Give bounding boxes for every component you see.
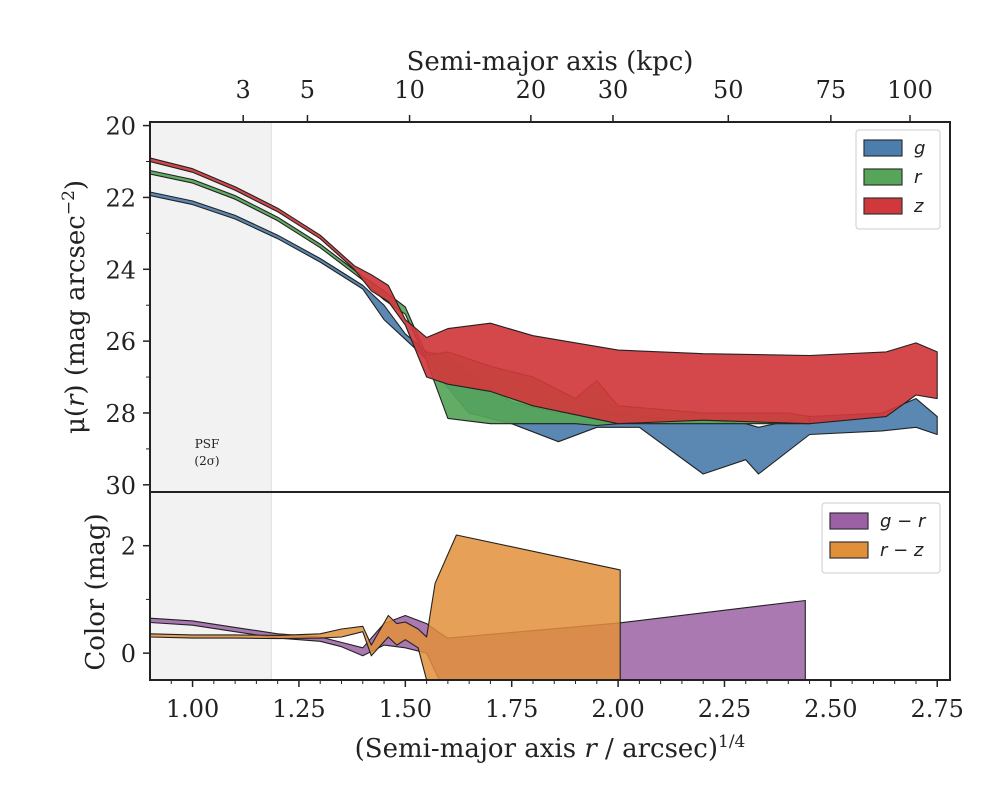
legend-label: r bbox=[914, 167, 923, 188]
top-axis-tick-label: 75 bbox=[816, 76, 847, 104]
legend-swatch bbox=[863, 139, 903, 157]
legend-swatch bbox=[863, 168, 903, 186]
bottom-legend: g − r r − z bbox=[821, 502, 941, 574]
legend-label: g bbox=[914, 138, 925, 159]
psf-label-line: PSF bbox=[195, 437, 220, 451]
xtick-label: 1.25 bbox=[272, 695, 325, 723]
xtick-label: 1.00 bbox=[166, 695, 219, 723]
ytick-label: 2 bbox=[121, 533, 136, 561]
top-axis-label: Semi-major axis (kpc) bbox=[407, 47, 694, 77]
psf-label: PSF (2σ) bbox=[194, 437, 219, 468]
top-axis-tick-label: 50 bbox=[713, 76, 744, 104]
ytick-label: 20 bbox=[105, 113, 136, 141]
ytick-label: 26 bbox=[105, 328, 136, 356]
legend-swatch bbox=[829, 541, 869, 559]
top-y-axis-label: μ(r) (mag arcsec−2) bbox=[59, 180, 91, 434]
xtick-label: 1.50 bbox=[379, 695, 432, 723]
legend-label: z bbox=[913, 196, 924, 217]
series-band-r-minus-z bbox=[150, 534, 621, 680]
ytick-label: 24 bbox=[105, 256, 136, 284]
top-axis-tick-label: 20 bbox=[516, 76, 547, 104]
ytick-label: 0 bbox=[121, 640, 136, 668]
top-axis-tick-label: 3 bbox=[236, 76, 251, 104]
top-axis-tick-label: 5 bbox=[300, 76, 315, 104]
ytick-label: 30 bbox=[105, 472, 136, 500]
legend-label: g − r bbox=[880, 511, 927, 532]
legend-swatch bbox=[863, 197, 903, 215]
xtick-label: 2.25 bbox=[698, 695, 751, 723]
x-axis-label: (Semi-major axis r / arcsec)1/4 bbox=[355, 732, 746, 764]
xtick-label: 1.75 bbox=[485, 695, 538, 723]
psf-label-line: (2σ) bbox=[194, 454, 219, 468]
xtick-label: 2.00 bbox=[591, 695, 644, 723]
top-axis-tick-label: 100 bbox=[887, 76, 933, 104]
xtick-label: 2.50 bbox=[804, 695, 857, 723]
top-axis-tick-label: 30 bbox=[598, 76, 629, 104]
bottom-y-axis-label: Color (mag) bbox=[81, 513, 111, 670]
series-band-z bbox=[150, 157, 938, 425]
top-legend: grz bbox=[855, 129, 941, 230]
top-axis-tick-label: 10 bbox=[394, 76, 425, 104]
legend-swatch bbox=[829, 512, 869, 530]
ytick-label: 28 bbox=[105, 400, 136, 428]
legend-label: r − z bbox=[880, 540, 924, 561]
psf-region bbox=[150, 122, 272, 680]
ytick-label: 22 bbox=[105, 184, 136, 212]
bottom-panel-frame bbox=[149, 491, 951, 681]
xtick-label: 2.75 bbox=[911, 695, 964, 723]
